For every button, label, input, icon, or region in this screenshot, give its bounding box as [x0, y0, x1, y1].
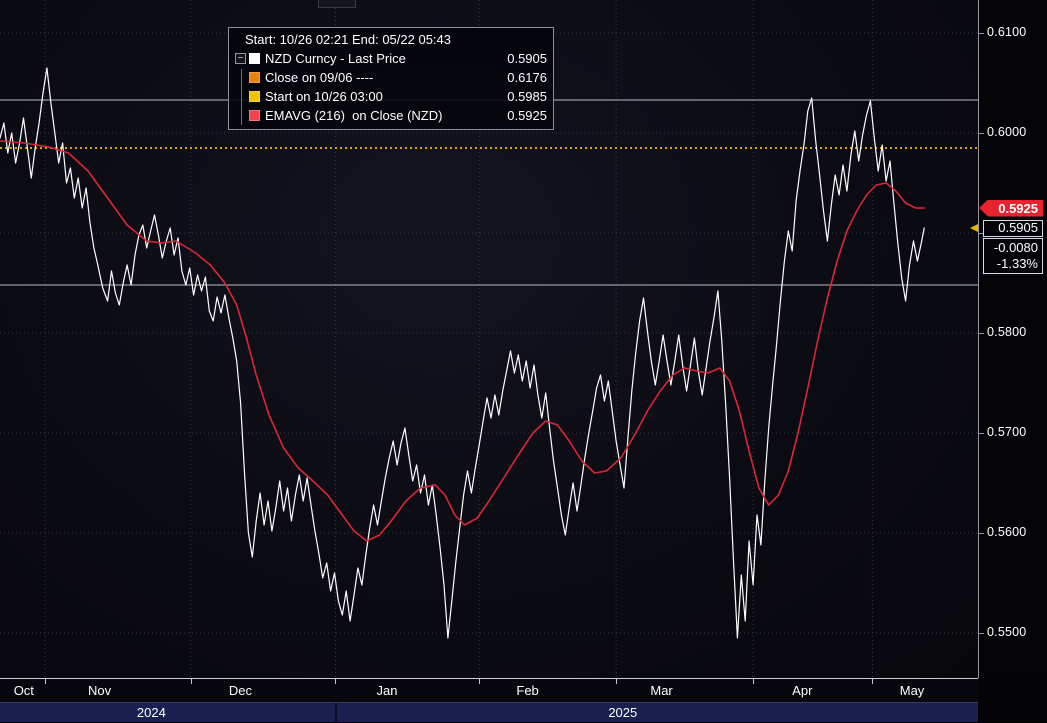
y-axis-label: 0.6000: [978, 125, 1027, 139]
y-axis-label: 0.5800: [978, 325, 1027, 339]
legend-value: 0.6176: [507, 70, 547, 85]
x-axis-tick: [479, 679, 481, 684]
x-axis-month-label: Feb: [516, 683, 539, 698]
legend-row-last-price[interactable]: − NZD Curncy - Last Price 0.5905: [235, 49, 547, 68]
x-axis-tick: [335, 679, 337, 684]
close-line-swatch-icon: [249, 72, 260, 83]
chart-plot-area[interactable]: Start: 10/26 02:21 End: 05/22 05:43 − NZ…: [0, 0, 978, 678]
legend-value: 0.5925: [507, 108, 547, 123]
last-price-badge: 0.5905: [983, 219, 1043, 237]
legend-row-close-line[interactable]: Close on 09/06 ---- 0.6176: [235, 68, 547, 87]
x-axis-month-label: Oct: [13, 683, 34, 698]
price-line-series: [0, 67, 925, 639]
legend-tree-line: [241, 69, 242, 125]
chart-legend[interactable]: Start: 10/26 02:21 End: 05/22 05:43 − NZ…: [228, 27, 554, 130]
time-axis: Oct Nov Dec Jan Feb Mar Apr May: [0, 678, 978, 702]
legend-label: EMAVG (216) on Close (NZD): [265, 108, 443, 123]
x-axis-tick: [616, 679, 618, 684]
y-axis-label: 0.5500: [978, 625, 1027, 639]
legend-value: 0.5985: [507, 89, 547, 104]
x-axis-month-label: Jan: [376, 683, 398, 698]
start-line-swatch-icon: [249, 91, 260, 102]
price-change-badge: -0.0080 -1.33%: [983, 237, 1043, 274]
legend-row-emavg[interactable]: EMAVG (216) on Close (NZD) 0.5925: [235, 106, 547, 125]
year-divider: [335, 703, 338, 723]
x-axis-month-label: May: [899, 683, 925, 698]
legend-tree-expander-icon[interactable]: −: [235, 53, 246, 64]
price-axis: 0.5925 0.5905 -0.0080 -1.33% 0.6100 0.600…: [970, 0, 1047, 678]
legend-row-start-line[interactable]: Start on 10/26 03:00 0.5985: [235, 87, 547, 106]
y-axis-label: 0.5700: [978, 425, 1027, 439]
x-axis-tick: [190, 679, 192, 684]
start-price-marker-icon: [970, 224, 978, 232]
ema-line-series: [0, 140, 926, 542]
year-label: 2025: [608, 705, 638, 720]
x-axis-month-label: Nov: [88, 683, 112, 698]
legend-label: Close on 09/06 ----: [265, 70, 374, 85]
x-axis-month-label: Apr: [792, 683, 813, 698]
emavg-swatch-icon: [249, 110, 260, 121]
axis-corner: [978, 678, 1047, 722]
year-axis-strip: 2024 2025: [0, 702, 978, 723]
x-axis-tick: [872, 679, 874, 684]
x-axis-month-label: Dec: [228, 683, 252, 698]
legend-value: 0.5905: [507, 51, 547, 66]
legend-label: Start on 10/26 03:00: [265, 89, 383, 104]
net-change-value: -0.0080: [993, 239, 1038, 255]
x-axis-tick: [753, 679, 755, 684]
clipped-ui-fragment: [318, 0, 356, 8]
legend-period-text: Start: 10/26 02:21 End: 05/22 05:43: [245, 32, 451, 47]
last-price-swatch-icon: [249, 53, 260, 64]
pct-change-value: -1.33%: [996, 255, 1038, 271]
ema-price-badge: 0.5925: [979, 199, 1043, 217]
legend-label: NZD Curncy - Last Price: [265, 51, 406, 66]
x-axis-month-label: Mar: [650, 683, 673, 698]
x-axis-tick: [44, 679, 46, 684]
y-axis-label: 0.5600: [978, 525, 1027, 539]
year-label: 2024: [136, 705, 166, 720]
y-axis-label: 0.6100: [978, 25, 1027, 39]
